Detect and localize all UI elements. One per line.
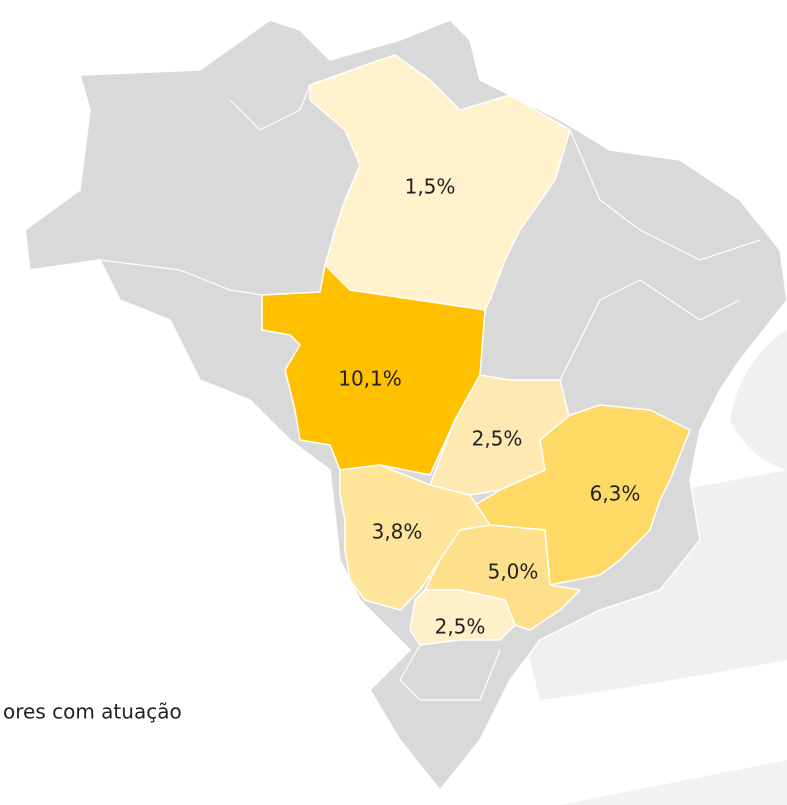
regions: 1,5% 10,1% 2,5% 6,3% 3,8% 5,0% 2,5% (261, 54, 691, 646)
region-label: 2,5% (472, 427, 523, 451)
region-label: 6,3% (590, 482, 641, 506)
region-label: 3,8% (372, 520, 423, 544)
state (339, 464, 492, 611)
state (409, 589, 516, 646)
region-label: 1,5% (405, 175, 456, 199)
state (261, 263, 486, 476)
state-borders (29, 84, 761, 701)
region-label: 5,0% (488, 560, 539, 584)
state (473, 404, 691, 586)
caption: ores com atuação (3, 700, 182, 724)
region-label: 2,5% (435, 615, 486, 639)
state (309, 54, 571, 311)
decoration (560, 760, 787, 805)
region-label: 10,1% (338, 367, 402, 391)
decoration (730, 330, 787, 470)
